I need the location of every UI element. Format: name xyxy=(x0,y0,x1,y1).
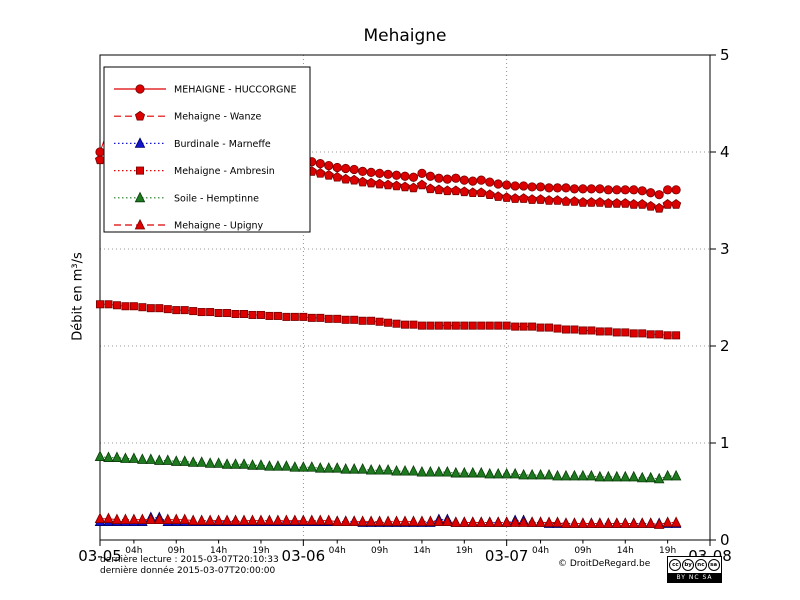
svg-text:09h: 09h xyxy=(574,546,591,556)
legend-label: Burdinale - Marneffe xyxy=(174,139,271,150)
legend-label: Mehaigne - Ambresin xyxy=(174,166,275,177)
cc-icon: cc xyxy=(669,559,682,571)
nc-icon: nc xyxy=(694,559,707,571)
svg-text:14h: 14h xyxy=(210,546,227,556)
svg-text:03-06: 03-06 xyxy=(282,547,326,565)
x-axis: 03-0503-0603-0703-0804h09h14h19h04h09h14… xyxy=(78,540,732,565)
copyright-text: © DroitDeRegard.be xyxy=(558,559,651,569)
svg-text:3: 3 xyxy=(720,240,730,258)
cc-license-caption: BY NC SA xyxy=(668,573,721,582)
legend-label: MEHAIGNE - HUCCORGNE xyxy=(174,85,297,96)
gridlines xyxy=(100,55,710,540)
svg-text:4: 4 xyxy=(720,143,730,161)
svg-text:03-05: 03-05 xyxy=(78,547,122,565)
legend-label: Mehaigne - Wanze xyxy=(174,112,262,123)
legend: MEHAIGNE - HUCCORGNE Mehaigne - Wanze Burd… xyxy=(103,66,311,233)
last-reading-text: dernière lecture : 2015-03-07T20:10:33 xyxy=(100,555,279,565)
y-axis: 0 1 2 3 4 5 xyxy=(710,46,730,549)
series-Mehaigne - Ambresin xyxy=(96,300,681,340)
plot-border xyxy=(99,54,711,541)
svg-text:2: 2 xyxy=(720,337,730,355)
legend-label: Soile - Hemptinne xyxy=(174,193,259,204)
legend-label: Mehaigne - Upigny xyxy=(174,221,264,232)
svg-text:14h: 14h xyxy=(413,546,430,556)
series-Soile - Hemptinne xyxy=(94,450,682,484)
by-icon: by xyxy=(682,559,695,571)
svg-text:03-07: 03-07 xyxy=(485,547,529,565)
last-data-text: dernière donnée 2015-03-07T20:00:00 xyxy=(100,566,276,576)
svg-text:04h: 04h xyxy=(329,546,346,556)
svg-text:04h: 04h xyxy=(532,546,549,556)
chart-title: Mehaigne xyxy=(363,26,447,46)
svg-text:09h: 09h xyxy=(168,546,185,556)
cc-license-badge: cc by nc sa BY NC SA xyxy=(667,556,722,583)
svg-text:04h: 04h xyxy=(125,546,142,556)
svg-text:5: 5 xyxy=(720,46,730,64)
svg-text:09h: 09h xyxy=(371,546,388,556)
sa-icon: sa xyxy=(707,559,720,571)
svg-text:19h: 19h xyxy=(252,546,269,556)
svg-text:14h: 14h xyxy=(617,546,634,556)
y-axis-label: Débit en m³/s xyxy=(70,252,86,341)
series-Mehaigne - Upigny xyxy=(94,512,682,529)
svg-text:0: 0 xyxy=(720,531,730,549)
svg-text:19h: 19h xyxy=(456,546,473,556)
cc-license-icons: cc by nc sa xyxy=(668,557,721,573)
svg-text:19h: 19h xyxy=(659,546,676,556)
svg-text:1: 1 xyxy=(720,434,730,452)
